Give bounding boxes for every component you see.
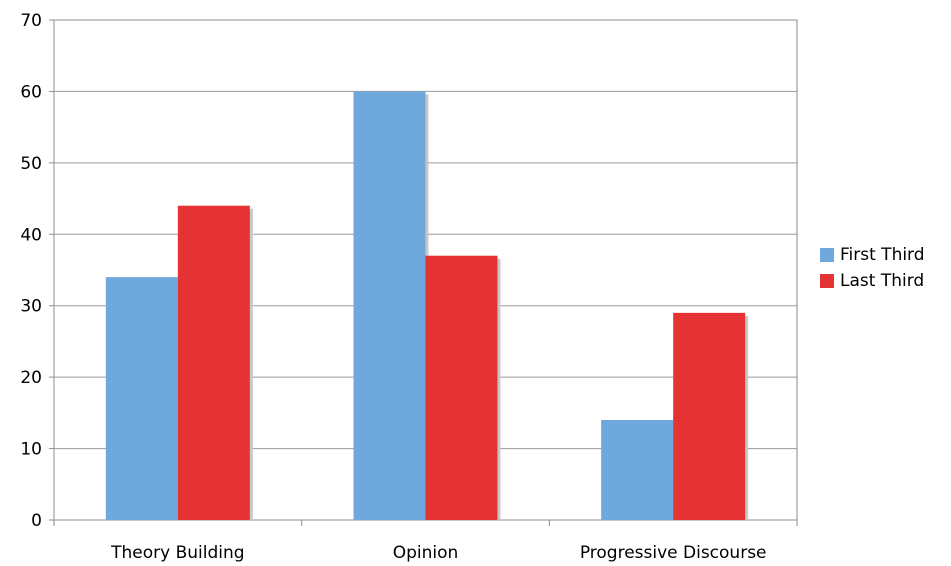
y-tick-label: 20 xyxy=(20,368,42,388)
bar-last-third xyxy=(177,205,250,520)
bar-first-third xyxy=(601,420,674,520)
y-tick-label: 0 xyxy=(31,511,42,531)
x-tick-label: Opinion xyxy=(393,543,459,563)
y-tick-label: 50 xyxy=(20,154,42,174)
y-tick-label: 10 xyxy=(20,440,42,460)
y-tick-label: 30 xyxy=(20,297,42,317)
legend: First Third Last Third xyxy=(820,242,925,294)
legend-swatch-first-third xyxy=(820,248,834,262)
x-tick-label: Progressive Discourse xyxy=(580,543,767,563)
legend-swatch-last-third xyxy=(820,274,834,288)
y-tick-label: 70 xyxy=(20,11,42,31)
legend-label-last-third: Last Third xyxy=(840,271,925,291)
bar-last-third xyxy=(673,312,746,520)
x-tick-label: Theory Building xyxy=(110,543,244,563)
legend-item-last-third: Last Third xyxy=(820,268,925,294)
legend-item-first-third: First Third xyxy=(820,242,925,268)
y-tick-label: 60 xyxy=(20,82,42,102)
bar-first-third xyxy=(105,277,178,520)
y-tick-label: 40 xyxy=(20,225,42,245)
legend-label-first-third: First Third xyxy=(840,245,925,265)
bar-first-third xyxy=(353,91,426,520)
bar-last-third xyxy=(425,255,498,520)
